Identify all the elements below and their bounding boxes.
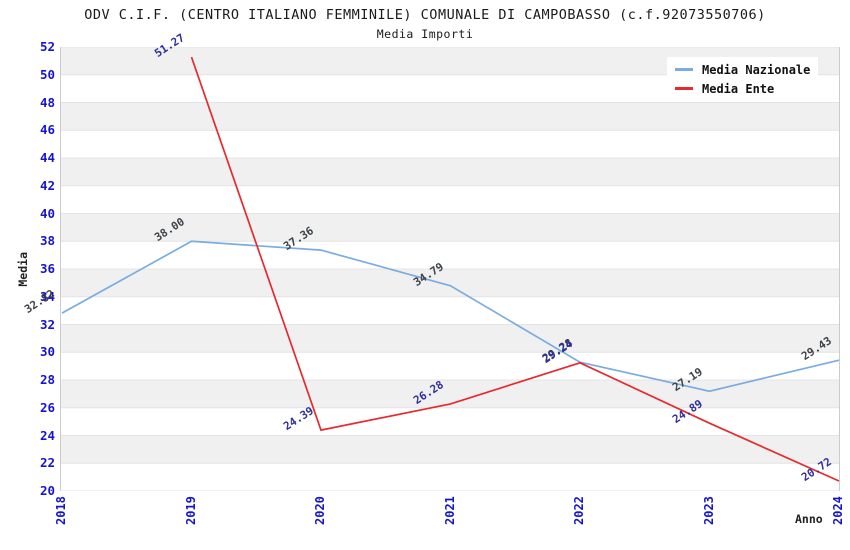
legend-label: Media Nazionale (702, 62, 811, 77)
x-tick-label: 2023 (701, 496, 716, 525)
series-line (61, 240, 840, 393)
legend-entry-media-nazionale: Media Nazionale (675, 60, 810, 79)
chart-subtitle: Media Importi (376, 27, 474, 41)
x-tick-label: 2024 (831, 496, 845, 525)
legend: Media Nazionale Media Ente (667, 57, 819, 102)
legend-swatch-icon (675, 87, 693, 90)
grid-band (60, 213, 840, 242)
legend-label: Media Ente (702, 81, 775, 96)
x-tick-label: 2019 (183, 496, 198, 525)
x-tick-label: 2022 (572, 496, 586, 525)
x-tick-label: 2018 (54, 496, 68, 525)
y-tick-label: 24 (39, 427, 55, 443)
legend-swatch-icon (675, 68, 693, 71)
y-tick-label: 40 (39, 205, 55, 221)
grid-band (60, 102, 840, 131)
legend-entry-media-ente: Media Ente (675, 79, 810, 98)
chart-title: ODV C.I.F. (CENTRO ITALIANO FEMMINILE) C… (84, 7, 766, 23)
grid-band (60, 435, 840, 464)
grid-band (60, 158, 840, 186)
grid-band (60, 324, 840, 353)
y-tick-label: 48 (39, 94, 55, 110)
y-tick-label: 52 (39, 39, 55, 54)
y-tick-label: 20 (39, 483, 55, 498)
y-tick-label: 50 (39, 66, 55, 82)
y-tick-label: 42 (39, 177, 55, 193)
y-tick-label: 26 (39, 399, 55, 415)
grid-band (60, 269, 840, 297)
y-tick-label: 36 (39, 261, 55, 276)
y-tick-label: 30 (39, 344, 55, 360)
y-tick-label: 28 (39, 372, 55, 387)
y-tick-label: 22 (39, 455, 55, 471)
x-axis-title: Anno (795, 512, 823, 526)
x-tick-label: 2020 (313, 496, 327, 525)
y-tick-label: 34 (39, 288, 55, 304)
y-tick-label: 38 (39, 233, 55, 249)
x-tick-label: 2021 (442, 496, 457, 525)
series-line (190, 56, 840, 482)
y-tick-label: 46 (39, 122, 55, 138)
plot-area (60, 47, 840, 491)
y-tick-label: 44 (39, 150, 55, 165)
y-tick-label: 32 (39, 316, 55, 332)
